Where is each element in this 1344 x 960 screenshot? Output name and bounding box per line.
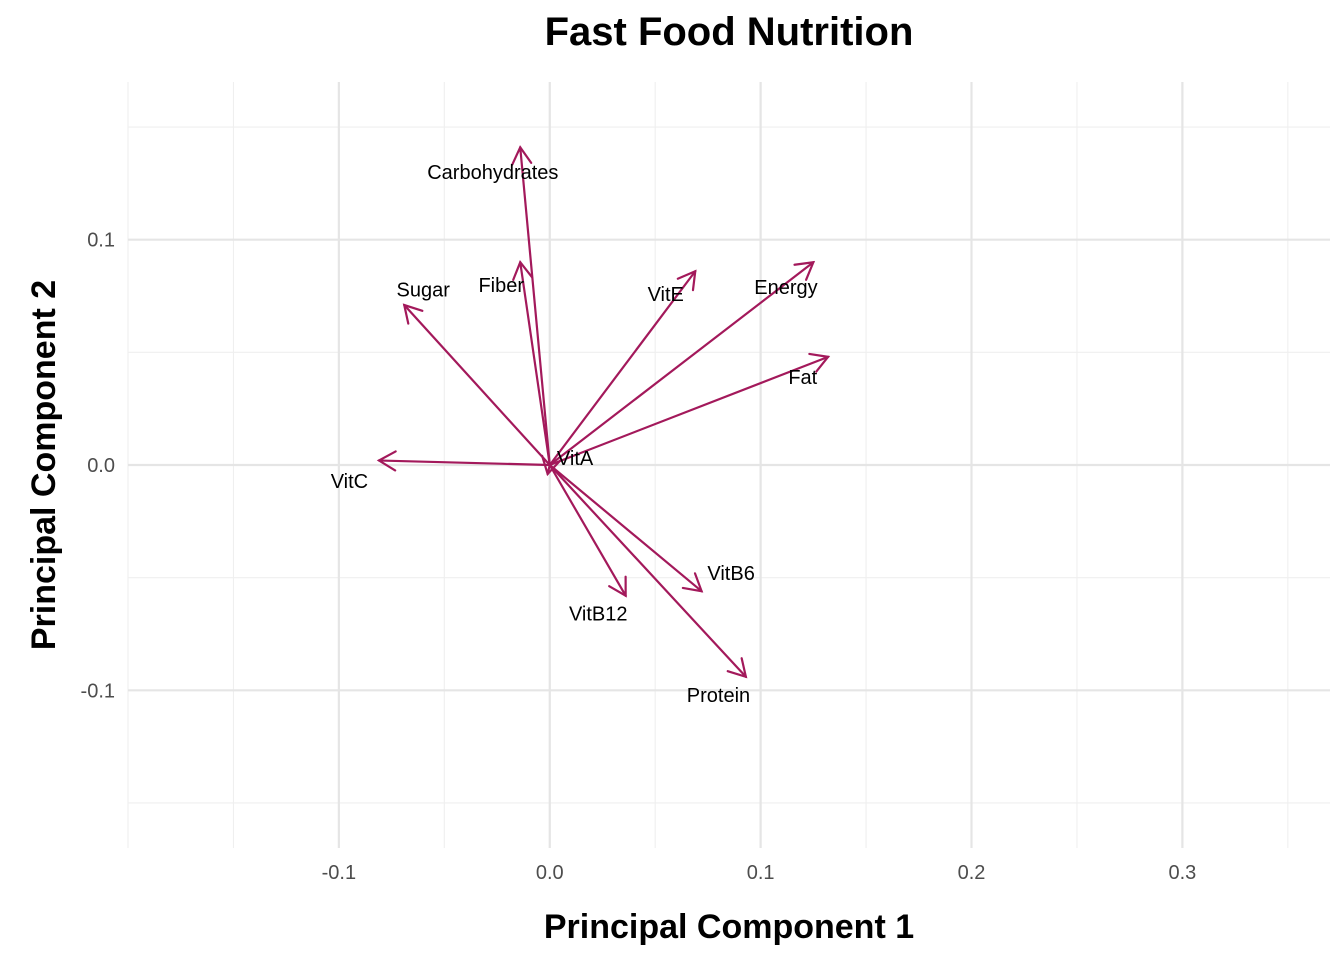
vector-arrowhead <box>681 572 704 593</box>
vector-arrowhead <box>726 657 748 679</box>
chart-title: Fast Food Nutrition <box>545 10 914 54</box>
x-axis-ticks: -0.1 0.0 0.1 0.2 0.3 <box>322 862 1197 884</box>
vector-fiber <box>512 260 551 467</box>
x-tick-label: 0.3 <box>1168 862 1196 884</box>
vector-shaft <box>548 463 703 593</box>
loading-vectors <box>376 145 831 679</box>
vector-arrowhead <box>541 454 562 477</box>
y-axis-ticks: -0.1 0.0 0.1 <box>81 230 115 703</box>
label-vitb12: VitB12 <box>569 604 628 626</box>
vector-shaft <box>377 459 551 467</box>
vector-fat <box>548 352 831 467</box>
label-fiber: Fiber <box>478 275 524 297</box>
vector-arrowhead <box>402 303 424 325</box>
vector-shaft <box>548 261 815 467</box>
vector-vitb6 <box>548 463 704 593</box>
x-tick-label: 0.0 <box>536 862 564 884</box>
vector-energy <box>548 260 816 467</box>
y-tick-label: 0.1 <box>87 230 115 252</box>
label-carbohydrates: Carbohydrates <box>427 162 558 184</box>
vector-arrowhead <box>376 450 397 472</box>
vector-labels: Carbohydrates Fiber Sugar VitE Energy Fat VitA… <box>331 162 818 707</box>
label-fat: Fat <box>788 367 817 389</box>
y-tick-label: -0.1 <box>81 680 115 702</box>
vector-vite <box>548 269 697 467</box>
label-vitc: VitC <box>331 471 368 493</box>
label-sugar: Sugar <box>397 279 451 301</box>
x-tick-label: 0.1 <box>747 862 775 884</box>
vector-carbohydrates <box>511 145 551 467</box>
y-tick-label: 0.0 <box>87 455 115 477</box>
vector-shaft <box>548 463 747 678</box>
y-axis-title: Principal Component 2 <box>25 280 63 650</box>
vector-arrowhead <box>793 260 816 281</box>
vector-shaft <box>519 261 551 467</box>
vector-arrowhead <box>676 269 697 292</box>
label-vite: VitE <box>648 284 684 306</box>
label-energy: Energy <box>754 277 817 299</box>
vector-vitb12 <box>548 463 627 598</box>
label-vita: VitA <box>557 448 594 470</box>
x-tick-label: -0.1 <box>322 862 356 884</box>
vector-arrowhead <box>511 145 533 166</box>
vector-shaft <box>519 146 551 467</box>
vector-shaft <box>548 463 627 597</box>
vector-protein <box>548 463 748 679</box>
vector-shaft <box>403 303 551 467</box>
vector-arrowhead <box>608 575 627 598</box>
x-tick-label: 0.2 <box>958 862 986 884</box>
label-vitb6: VitB6 <box>707 563 754 585</box>
label-protein: Protein <box>687 685 750 707</box>
x-axis-title: Principal Component 1 <box>544 908 914 946</box>
vector-arrowhead <box>512 260 534 281</box>
vector-arrowhead <box>808 352 831 373</box>
vector-shaft <box>548 355 830 467</box>
vector-vitc <box>376 450 551 472</box>
vector-shaft <box>548 270 697 467</box>
vector-sugar <box>402 303 551 467</box>
